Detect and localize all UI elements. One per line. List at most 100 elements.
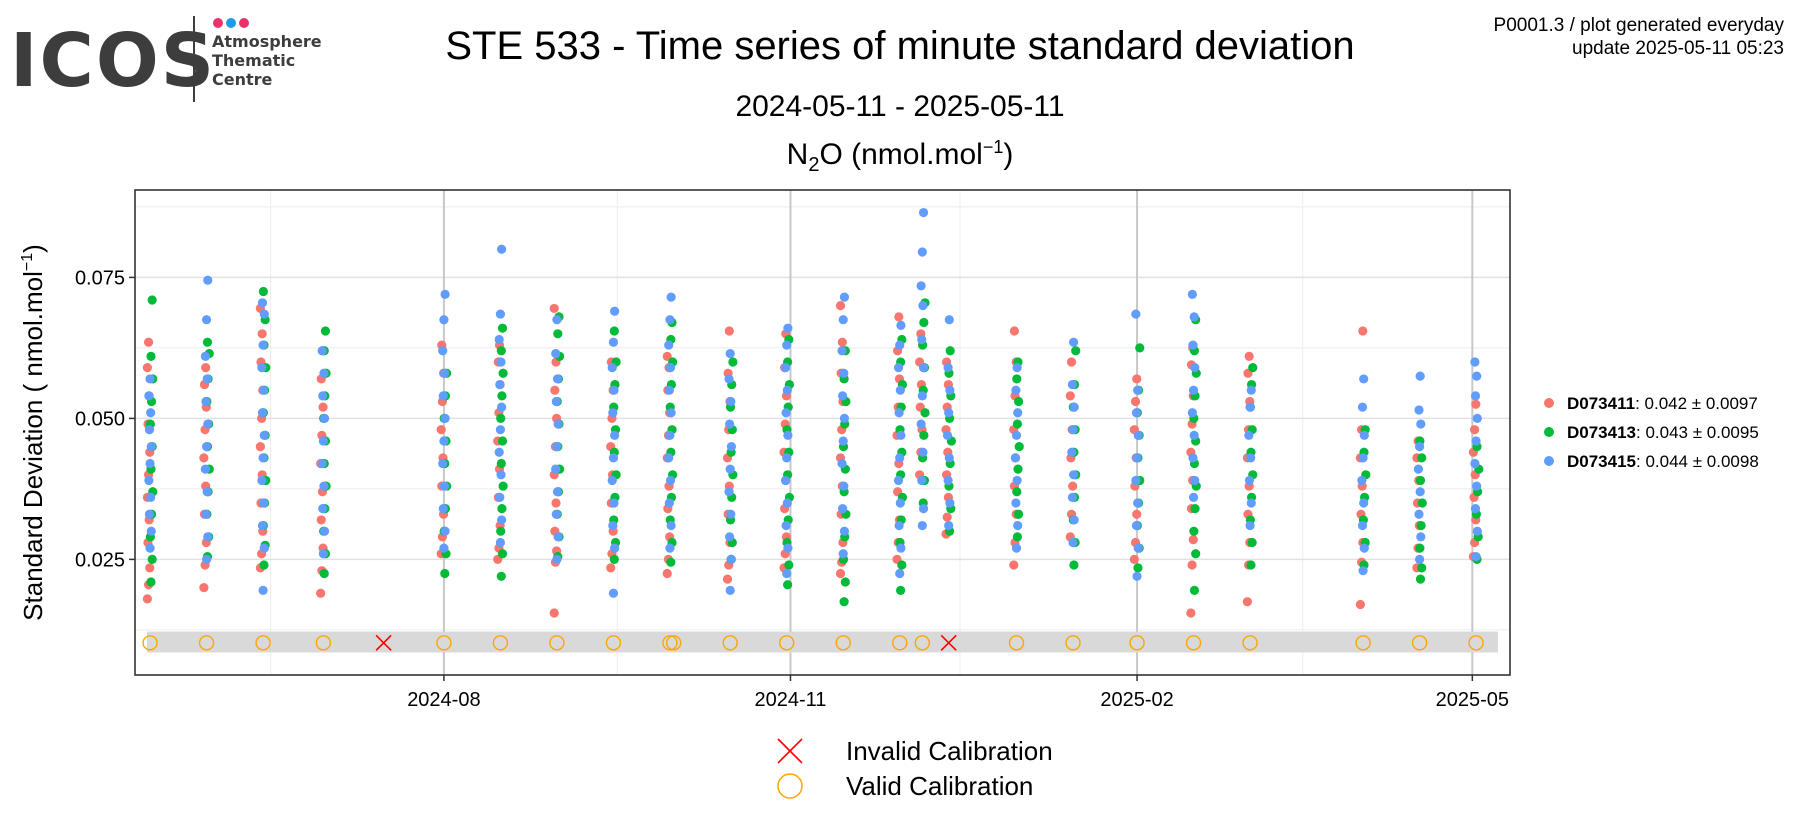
data-point-d073411 [1471, 399, 1481, 409]
data-point-d073415 [943, 363, 953, 373]
data-point-d073415 [918, 363, 929, 373]
data-point-d073411 [1129, 554, 1139, 564]
data-point-d073413 [1135, 343, 1145, 353]
valid-calibration-marker [1468, 635, 1484, 651]
data-point-d073413 [609, 326, 619, 336]
data-point-d073415 [664, 453, 674, 463]
legend-label-calibration: Valid Calibration [846, 771, 1033, 801]
logo-subtitle: Atmosphere Thematic Centre [212, 32, 322, 89]
data-point-d073415 [1359, 543, 1369, 553]
data-point-d073415 [145, 374, 155, 384]
plot-title-species: N [786, 138, 809, 171]
data-point-d073415 [552, 554, 562, 564]
data-point-d073415 [1414, 554, 1425, 564]
data-point-d073415 [725, 532, 735, 542]
data-point-d073413 [1071, 346, 1081, 356]
data-point-d073411 [1132, 509, 1142, 519]
legend-key-invalid-calibration [777, 738, 803, 764]
data-point-d073415 [893, 363, 904, 373]
data-point-d073415 [1472, 481, 1482, 491]
data-point-d073415 [495, 379, 505, 390]
data-point-d073415 [839, 526, 850, 536]
data-point-d073415 [724, 487, 734, 497]
data-point-d073415 [918, 447, 928, 457]
y-axis: 0.025 0.050 0.075 [75, 267, 135, 571]
data-point-d073411 [257, 329, 267, 339]
y-tick-label: 0.025 [75, 549, 125, 571]
data-point-d073415 [1415, 487, 1425, 497]
data-point-d073415 [1069, 515, 1079, 525]
data-point-d073415 [1414, 441, 1425, 452]
data-point-d073413 [496, 571, 506, 581]
data-point-d073415 [1013, 520, 1023, 531]
data-point-d073415 [552, 487, 563, 497]
data-point-d073411 [1068, 481, 1078, 491]
data-point-d073413 [1247, 537, 1257, 548]
data-point-d073411 [835, 301, 846, 311]
data-point-d073415 [665, 475, 676, 486]
data-point-d073415 [1470, 458, 1480, 469]
data-point-d073415 [780, 475, 791, 486]
data-point-d073413 [896, 585, 906, 596]
data-point-d073411 [1009, 326, 1020, 336]
data-point-d073415 [1012, 363, 1022, 373]
legend-series-stat: : 0.044 ± 0.0098 [1636, 452, 1759, 471]
data-point-d073415 [439, 481, 450, 491]
data-point-d073411 [145, 563, 155, 573]
data-point-d073415 [1358, 566, 1368, 576]
data-point-d073415 [916, 281, 926, 291]
valid-calibration-marker [255, 635, 271, 651]
data-point-d073415 [438, 346, 448, 356]
data-point-d073415 [726, 509, 736, 519]
data-point-d073415 [144, 425, 155, 435]
data-point-d073415 [440, 413, 450, 424]
data-point-d073415 [1067, 447, 1077, 457]
plot-title-superscript: −1 [982, 137, 1004, 157]
data-point-d073415 [200, 351, 210, 361]
data-point-d073415 [608, 453, 619, 463]
data-point-d073415 [608, 520, 618, 531]
data-point-d073415 [608, 408, 618, 418]
data-point-d073413 [1069, 560, 1079, 570]
y-axis-label-main: Standard Deviation ( nmol.mol [18, 271, 48, 621]
data-point-d073415 [552, 315, 562, 325]
data-point-d073415 [945, 498, 955, 508]
logo-line-3: Centre [212, 70, 273, 89]
data-point-d073415 [1133, 543, 1143, 553]
data-point-d073415 [1244, 475, 1255, 486]
data-point-d073415 [944, 520, 954, 531]
legend-label-calibration: Invalid Calibration [846, 736, 1053, 766]
data-point-d073411 [1244, 351, 1254, 361]
data-point-d073415 [1010, 453, 1020, 463]
data-point-d073415 [1359, 430, 1369, 440]
icos-logo: ICOS Atmosphere Thematic Centre [10, 10, 330, 110]
data-point-d073413 [1248, 363, 1258, 373]
data-point-d073415 [319, 526, 330, 536]
data-point-d073411 [1186, 608, 1196, 618]
data-point-d073415 [1414, 509, 1424, 519]
data-point-d073415 [318, 549, 328, 559]
x-axis: 2024-08 2024-11 2025-02 2025-05 [407, 675, 1509, 711]
data-point-d073415 [319, 368, 329, 378]
data-point-d073415 [317, 346, 327, 356]
data-point-d073415 [666, 292, 676, 302]
data-point-d073415 [839, 292, 850, 302]
data-point-d073415 [259, 543, 269, 553]
data-point-d073411 [1469, 425, 1480, 435]
valid-calibration-marker [665, 635, 682, 651]
data-point-d073415 [1471, 551, 1481, 562]
data-point-d073415 [146, 441, 156, 452]
data-point-d073413 [728, 357, 738, 367]
data-point-d073413 [1415, 574, 1426, 584]
data-point-d073415 [497, 515, 507, 525]
data-point-d073411 [550, 385, 560, 395]
data-point-d073415 [494, 334, 504, 345]
data-point-d073415 [607, 475, 617, 486]
data-point-d073411 [551, 498, 561, 508]
data-point-d073411 [1188, 535, 1198, 545]
data-point-d073415 [894, 408, 904, 418]
data-point-d073411 [316, 515, 326, 525]
data-point-d073415 [664, 340, 674, 350]
data-point-d073413 [666, 557, 676, 567]
valid-calibration-marker [142, 635, 158, 651]
